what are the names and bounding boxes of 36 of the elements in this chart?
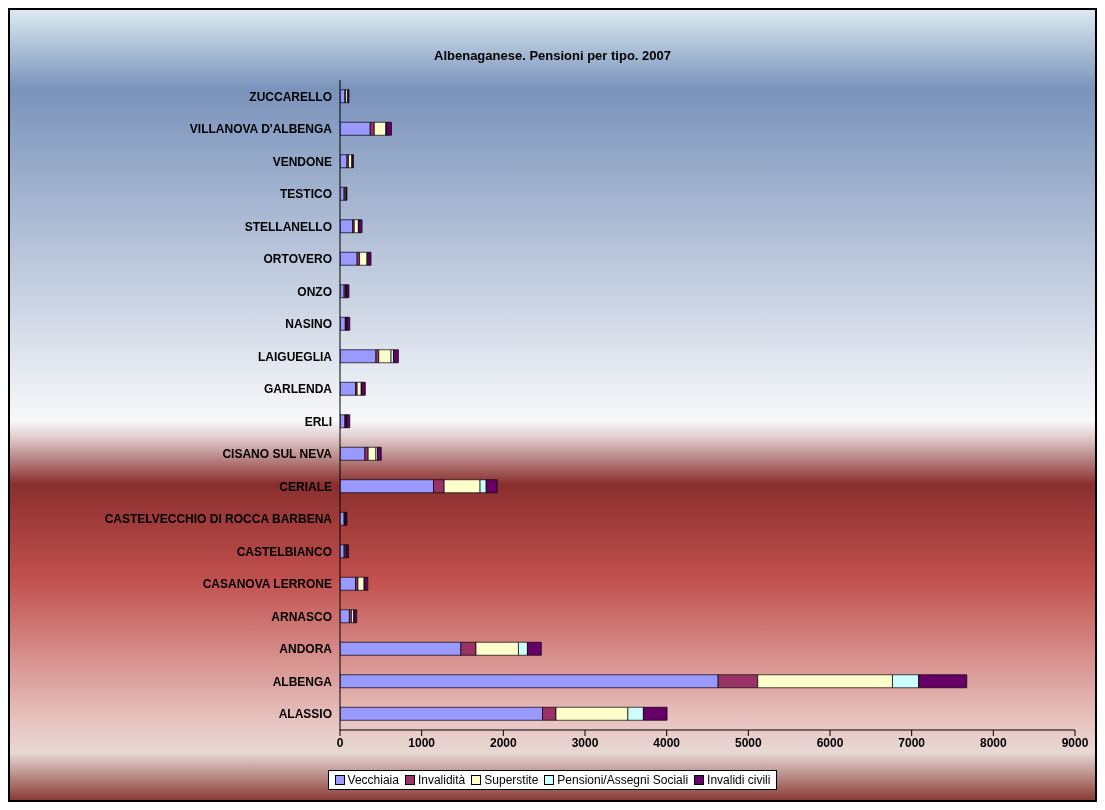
legend-label: Superstite: [483, 773, 539, 787]
x-tick-label: 6000: [816, 735, 844, 750]
y-tick-label: ORTOVERO: [263, 252, 332, 267]
x-tick-label: 1000: [408, 735, 436, 750]
y-tick-label: CERIALE: [279, 479, 332, 494]
y-tick-label: GARLENDA: [264, 382, 333, 397]
legend-label: Pensioni/Assegni Sociali: [556, 773, 689, 787]
y-tick-label: CISANO SUL NEVA: [222, 447, 333, 462]
y-tick-label: STELLANELLO: [244, 219, 332, 234]
y-tick-label: NASINO: [285, 317, 332, 332]
y-tick-label: CASTELVECCHIO DI ROCCA BARBENA: [104, 512, 333, 527]
y-tick-label: ANDORA: [279, 642, 333, 657]
x-tick-label: 5000: [734, 735, 762, 750]
x-tick-label: 2000: [489, 735, 517, 750]
y-tick-label: ALASSIO: [278, 707, 332, 722]
y-tick-label: ARNASCO: [271, 609, 332, 624]
y-tick-label: ZUCCARELLO: [249, 89, 332, 104]
y-tick-label: TESTICO: [279, 187, 332, 202]
legend-label: Invalidità: [416, 773, 466, 787]
y-tick-label: CASANOVA LERRONE: [202, 577, 332, 592]
y-tick-label: LAIGUEGLIA: [258, 349, 333, 364]
legend-label: Vecchiaia: [346, 773, 399, 787]
y-tick-label: VENDONE: [272, 154, 332, 169]
x-tick-label: 4000: [653, 735, 681, 750]
chart-title: Albenaganese. Pensioni per tipo. 2007: [433, 47, 672, 65]
y-tick-label: CASTELBIANCO: [236, 544, 332, 559]
x-tick-label: 7000: [898, 735, 926, 750]
x-tick-label: 9000: [1061, 735, 1089, 750]
y-tick-label: ONZO: [297, 284, 332, 299]
x-tick-label: 3000: [571, 735, 599, 750]
y-tick-label: ERLI: [304, 414, 332, 429]
y-tick-label: ALBENGA: [272, 674, 333, 689]
legend-label: Invalidi civili: [706, 773, 771, 787]
x-tick-label: 8000: [979, 735, 1007, 750]
x-tick-label: 0: [336, 735, 344, 750]
y-tick-label: VILLANOVA D'ALBENGA: [189, 122, 333, 137]
